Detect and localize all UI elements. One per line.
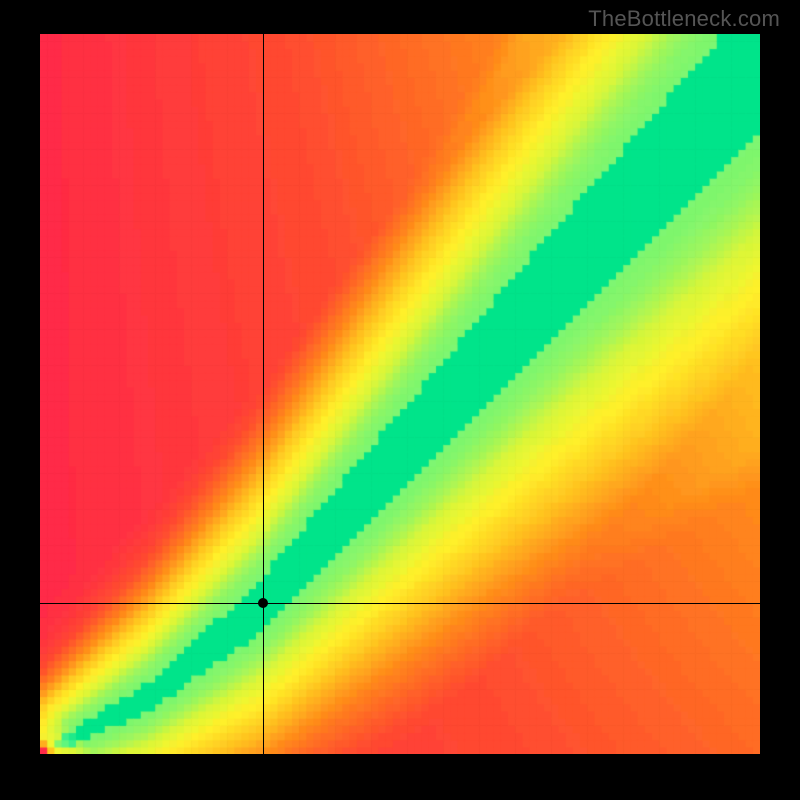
heatmap-canvas — [40, 34, 760, 754]
figure-container: TheBottleneck.com — [0, 0, 800, 800]
watermark-text: TheBottleneck.com — [588, 6, 780, 32]
bottleneck-heatmap — [40, 34, 760, 754]
